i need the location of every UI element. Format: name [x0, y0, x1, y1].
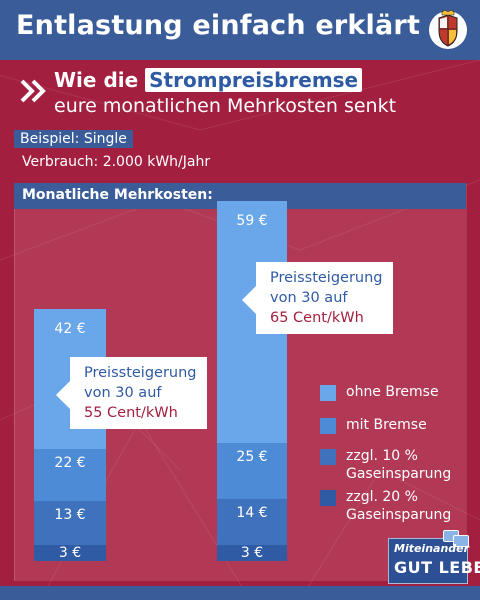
- bar-2-value-label: 59 €: [236, 213, 268, 229]
- annotation-1-line-3: 55 Cent/kWh: [84, 405, 178, 421]
- subtitle-line-2: eure monatlichen Mehrkosten senkt: [54, 95, 397, 117]
- bar-2-value-label: 14 €: [236, 505, 268, 521]
- legend-label-line-2: Gaseinsparung: [346, 507, 452, 523]
- bar-2-value-label: 25 €: [236, 449, 268, 465]
- bar-1-value-label: 22 €: [54, 455, 86, 471]
- subtitle-highlight: Strompreisbremse: [145, 68, 363, 92]
- bar-2-value-label: 3 €: [240, 545, 264, 561]
- footer-strip: [0, 586, 480, 600]
- legend-swatch: [320, 418, 336, 434]
- page-title: Entlastung einfach erklärt: [16, 10, 421, 41]
- legend-label-line-1: zzgl. 10 %: [346, 448, 418, 464]
- coat-of-arms-icon: [429, 9, 467, 49]
- bar-2-seg-mit-bremse: [217, 443, 287, 499]
- subtitle-block: Wie die Strompreisbremse eure monatliche…: [14, 64, 466, 174]
- chart-title: Monatliche Mehrkosten:: [22, 187, 213, 203]
- legend-swatch: [320, 449, 336, 465]
- legend-label: ohne Bremse: [346, 384, 439, 400]
- bar-1-seg-20-prozent: [34, 545, 106, 561]
- legend-swatch: [320, 385, 336, 401]
- subtitle-prefix: Wie die: [54, 68, 146, 92]
- legend-label: zzgl. 10 % Gaseinsparung: [346, 447, 451, 483]
- annotation-2-line-1: Preissteigerung: [270, 270, 383, 286]
- annotation-1-line-2: von 30 auf: [84, 385, 162, 401]
- example-label: Beispiel: Single: [14, 130, 133, 148]
- subtitle-line-1: Wie die Strompreisbremse: [54, 68, 363, 92]
- legend-label: zzgl. 20 % Gaseinsparung: [346, 488, 451, 524]
- legend-swatch: [320, 490, 336, 506]
- miteinander-gut-leben-logo: Miteinander GUT LEBEN: [388, 530, 480, 584]
- legend-label: mit Bremse: [346, 417, 427, 433]
- annotation-2-line-2: von 30 auf: [270, 290, 348, 306]
- bar-1-seg-mit-bremse: [34, 449, 106, 501]
- legend-label-line-1: zzgl. 20 %: [346, 489, 418, 505]
- bar-2-seg-10-prozent: [217, 499, 287, 545]
- bar-1-value-label: 3 €: [58, 545, 82, 561]
- double-chevron-icon: [20, 79, 46, 103]
- bar-1-value-label: 42 €: [54, 321, 86, 337]
- consumption-text: Verbrauch: 2.000 kWh/Jahr: [22, 154, 211, 170]
- bar-2-seg-20-prozent: [217, 545, 287, 561]
- bar-1-value-label: 13 €: [54, 507, 86, 523]
- speech-bubble-icon: [453, 535, 469, 547]
- logo-line-2: GUT LEBEN: [394, 558, 480, 577]
- annotation-1: Preissteigerung von 30 auf 55 Cent/kWh: [56, 357, 207, 429]
- annotation-2-line-3: 65 Cent/kWh: [270, 310, 364, 326]
- bar-1-seg-10-prozent: [34, 501, 106, 545]
- logo-line-1: Miteinander: [394, 542, 470, 555]
- legend-label-line-2: Gaseinsparung: [346, 466, 452, 482]
- header-bar: [0, 0, 480, 60]
- annotation-2: Preissteigerung von 30 auf 65 Cent/kWh: [242, 262, 393, 334]
- annotation-1-line-1: Preissteigerung: [84, 365, 197, 381]
